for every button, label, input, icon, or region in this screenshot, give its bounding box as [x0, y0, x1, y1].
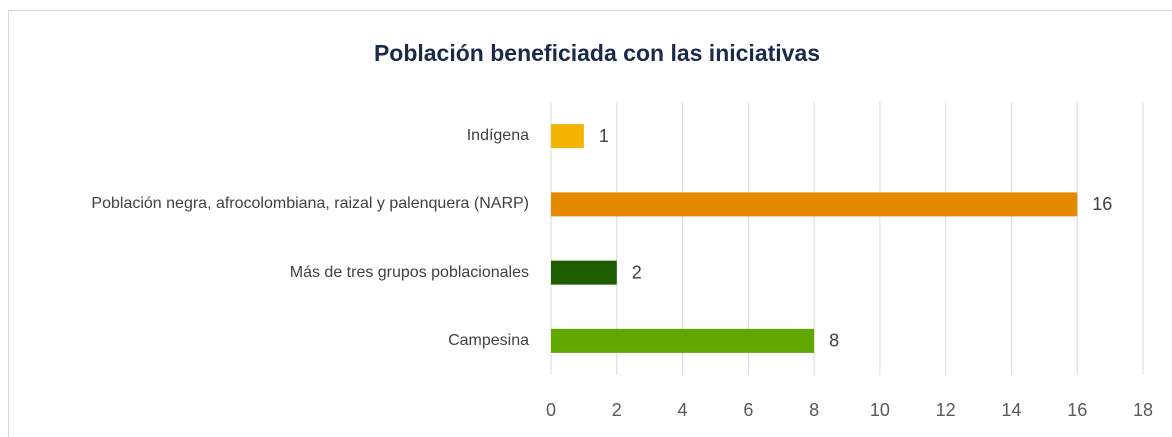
data-label: 1 — [599, 126, 609, 146]
bar — [551, 260, 617, 285]
y-tick-label: Población negra, afrocolombiana, raizal … — [91, 195, 529, 213]
y-tick-label-box: Indígena — [467, 124, 529, 148]
x-tick-label: 18 — [1133, 400, 1153, 420]
x-tick-label: 8 — [809, 400, 819, 420]
x-tick-label: 0 — [546, 400, 556, 420]
y-tick-label-box: Población negra, afrocolombiana, raizal … — [91, 192, 529, 216]
x-tick-label: 10 — [870, 400, 890, 420]
y-tick-label: Indígena — [466, 127, 529, 145]
x-tick-label: 2 — [612, 400, 622, 420]
chart-frame — [8, 10, 1172, 437]
data-label: 16 — [1092, 194, 1112, 214]
x-tick-label: 6 — [743, 400, 753, 420]
y-tick-label-box: Campesina — [448, 329, 529, 353]
y-tick-label: Campesina — [448, 331, 529, 349]
x-tick-label: 4 — [678, 400, 688, 420]
bar — [551, 192, 1078, 217]
bar — [551, 124, 584, 149]
data-label: 2 — [632, 262, 642, 282]
x-tick-label: 12 — [936, 400, 956, 420]
y-tick-label-box: Más de tres grupos poblacionales — [290, 261, 529, 285]
data-label: 8 — [829, 331, 839, 351]
bar — [551, 328, 815, 353]
x-tick-label: 16 — [1067, 400, 1087, 420]
y-tick-label: Más de tres grupos poblacionales — [289, 263, 529, 281]
x-tick-label: 14 — [1001, 400, 1021, 420]
chart-title: Población beneficiada con las iniciativa… — [374, 40, 820, 66]
